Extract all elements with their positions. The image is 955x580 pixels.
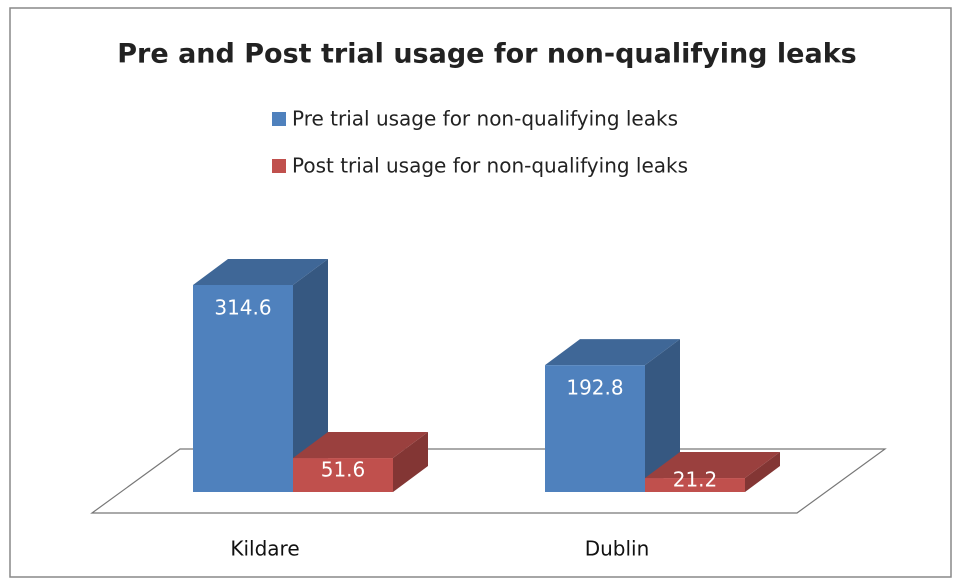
bar-top [645, 452, 780, 479]
bar [193, 259, 328, 492]
bar-front [645, 478, 745, 492]
x-tick-label: Dublin [585, 537, 650, 561]
value-label: 21.2 [673, 468, 718, 492]
x-tick-label: Kildare [230, 537, 299, 561]
bar-side [293, 259, 328, 492]
bar [545, 339, 680, 492]
bar-top [293, 432, 428, 459]
bar-front [293, 458, 393, 492]
bar-side [393, 432, 428, 492]
bar-top [545, 339, 680, 366]
bar-side [745, 452, 780, 492]
chart-title: Pre and Post trial usage for non-qualify… [117, 39, 856, 70]
bar-side [645, 339, 680, 492]
value-label: 192.8 [566, 376, 623, 400]
bar-front [193, 285, 293, 492]
value-label: 314.6 [214, 296, 271, 320]
value-label: 51.6 [321, 458, 366, 482]
legend-label: Pre trial usage for non-qualifying leaks [292, 107, 678, 131]
legend-swatch [272, 159, 286, 173]
bar-front [545, 365, 645, 492]
legend-swatch [272, 112, 286, 126]
bar [645, 452, 780, 492]
bar-top [193, 259, 328, 285]
legend-label: Post trial usage for non-qualifying leak… [292, 154, 688, 178]
bar [293, 432, 428, 492]
